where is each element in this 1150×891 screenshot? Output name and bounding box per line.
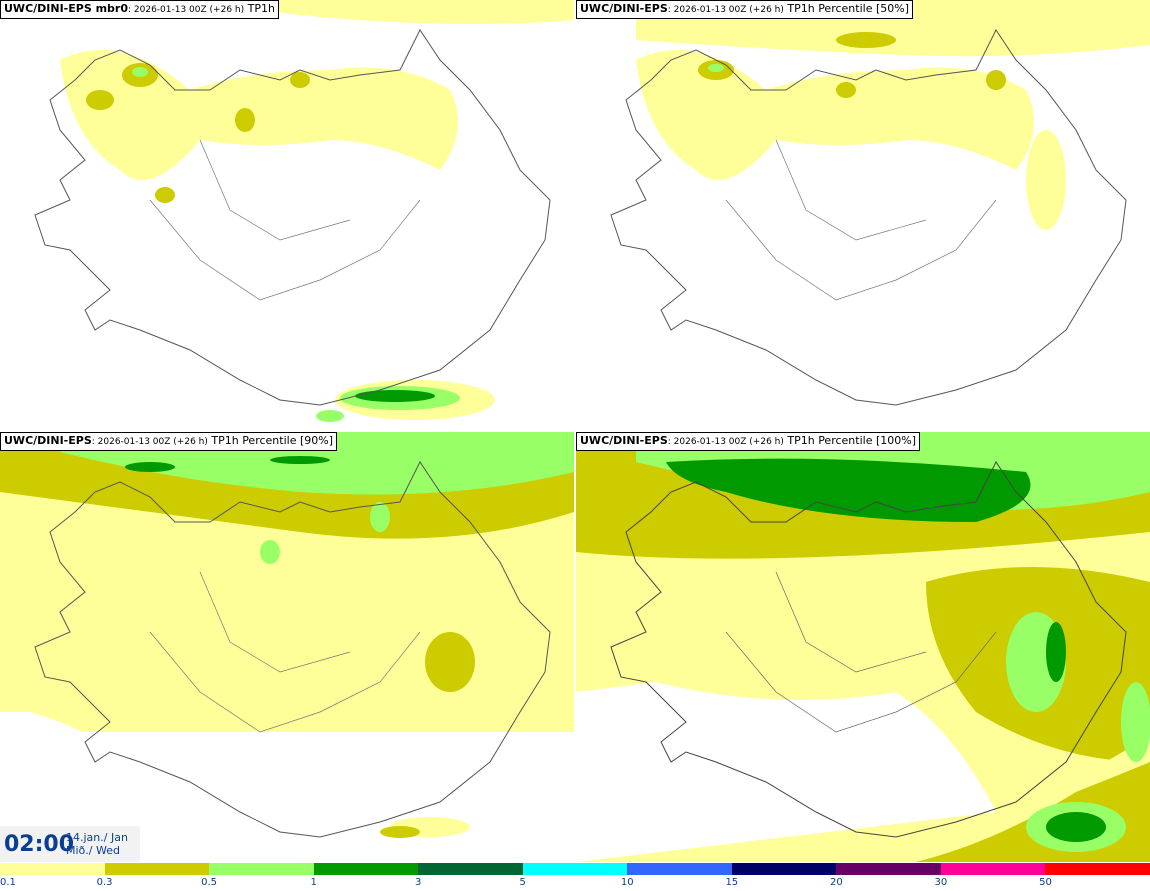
precip-map — [610, 0, 1150, 406]
precip-map — [576, 432, 1150, 862]
map-panel-p50: UWC/DINI-EPS: 2026-01-13 00Z (+26 h) TP1… — [576, 0, 1150, 430]
legend-ticks: 0.1 0.3 0.5 1 3 5 10 15 20 30 50 — [0, 877, 1150, 891]
legend-tick-label: 0.5 — [201, 877, 218, 888]
field-name: TP1h Percentile [50%] — [787, 2, 909, 15]
panel-title: UWC/DINI-EPS mbr0: 2026-01-13 00Z (+26 h… — [0, 0, 279, 19]
legend-tick-label: 3 — [414, 877, 422, 888]
panel-title: UWC/DINI-EPS: 2026-01-13 00Z (+26 h) TP1… — [576, 0, 913, 19]
valid-date-line1: 14.jan./ Jan — [66, 831, 128, 844]
model-name: UWC/DINI-EPS — [580, 2, 668, 15]
legend-tick-label: 30 — [934, 877, 948, 888]
legend-tick-label: 0.3 — [96, 877, 113, 888]
legend-tick-label: 20 — [829, 877, 843, 888]
legend-tick-label: 0.1 — [0, 877, 16, 888]
legend-tick-label: 10 — [620, 877, 634, 888]
legend-tick-label: 15 — [725, 877, 739, 888]
legend-tick-label: 50 — [1039, 877, 1052, 888]
legend-swatch — [1045, 863, 1150, 875]
run-info: : 2026-01-13 00Z (+26 h) — [667, 437, 784, 447]
precip-map — [0, 432, 574, 862]
legend-swatch — [836, 863, 941, 875]
panel-title: UWC/DINI-EPS: 2026-01-13 00Z (+26 h) TP1… — [0, 432, 337, 451]
legend-swatch — [627, 863, 732, 875]
legend-swatch — [418, 863, 523, 875]
precip-map — [34, 0, 574, 422]
legend-tick-label: 1 — [310, 877, 317, 888]
valid-time: 02:00 — [4, 832, 75, 857]
valid-date-line2: Mið./ Wed — [66, 844, 120, 857]
legend-swatch — [940, 863, 1046, 875]
legend-swatch — [731, 863, 837, 875]
map-panel-p90: UWC/DINI-EPS: 2026-01-13 00Z (+26 h) TP1… — [0, 432, 574, 862]
legend-tick-label: 5 — [519, 877, 526, 888]
field-name: TP1h — [247, 2, 275, 15]
field-name: TP1h Percentile [100%] — [787, 434, 916, 447]
map-panel-p100: UWC/DINI-EPS: 2026-01-13 00Z (+26 h) TP1… — [576, 432, 1150, 862]
model-name: UWC/DINI-EPS mbr0 — [4, 2, 128, 15]
valid-date: 14.jan./ Jan Mið./ Wed — [66, 831, 128, 857]
legend-swatch — [209, 863, 314, 875]
color-legend — [0, 863, 1150, 875]
run-info: : 2026-01-13 00Z (+26 h) — [667, 5, 784, 15]
legend-swatch — [522, 863, 628, 875]
model-name: UWC/DINI-EPS — [580, 434, 668, 447]
panel-title: UWC/DINI-EPS: 2026-01-13 00Z (+26 h) TP1… — [576, 432, 920, 451]
run-info: : 2026-01-13 00Z (+26 h) — [128, 5, 245, 15]
map-panel-member0: UWC/DINI-EPS mbr0: 2026-01-13 00Z (+26 h… — [0, 0, 574, 430]
field-name: TP1h Percentile [90%] — [211, 434, 333, 447]
legend-swatch — [0, 863, 105, 875]
legend-swatch — [313, 863, 419, 875]
legend-swatch — [104, 863, 210, 875]
model-name: UWC/DINI-EPS — [4, 434, 92, 447]
valid-time-box: 02:00 14.jan./ Jan Mið./ Wed — [0, 826, 140, 862]
run-info: : 2026-01-13 00Z (+26 h) — [91, 437, 208, 447]
